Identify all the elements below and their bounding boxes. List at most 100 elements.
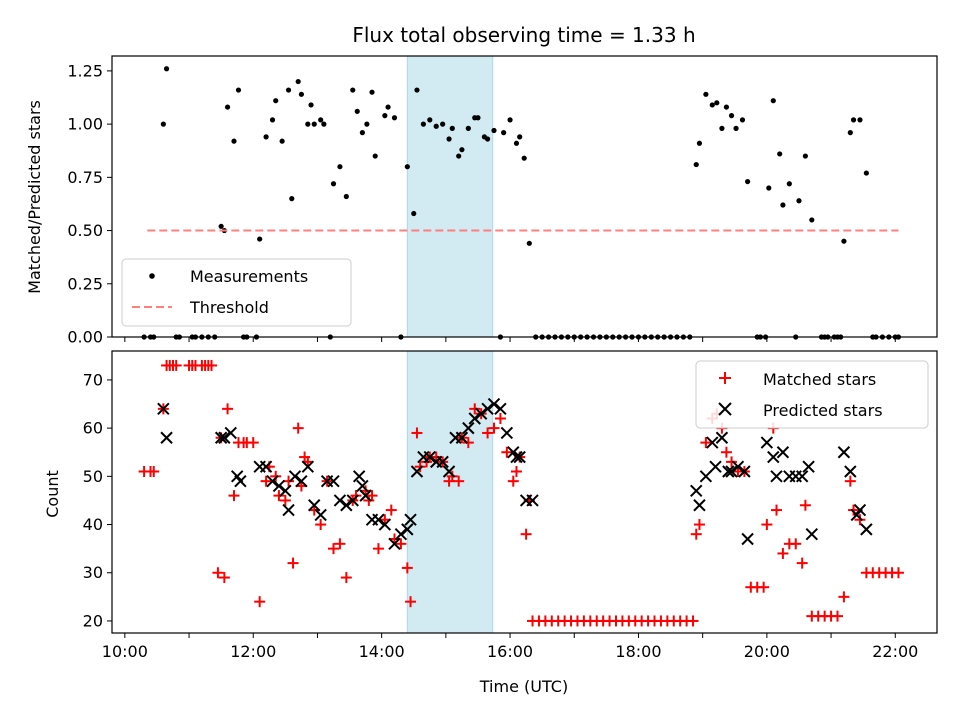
- matched-star-point: [507, 475, 519, 487]
- bottom-x-ticks: 10:00 12:00 14:00 16:00 18:00 20:00 22:00: [102, 633, 918, 661]
- measurement-point: [218, 223, 224, 229]
- predicted-star-point: [513, 450, 526, 464]
- predicted-star-point: [314, 508, 327, 522]
- bot-y-tick-label: 20: [83, 611, 103, 630]
- measurement-point: [709, 102, 715, 108]
- predicted-star-point: [715, 431, 729, 444]
- matched-star-point: [228, 490, 240, 502]
- measurement-point: [311, 121, 317, 127]
- x-tick-label: 12:00: [230, 642, 276, 661]
- legend-measurements-marker: [149, 273, 155, 279]
- top-y-tick-label: 0.00: [67, 328, 103, 347]
- measurement-point: [391, 115, 398, 121]
- top-y-ticks: 0.00 0.25 0.50 0.75 1.00 1.25: [67, 61, 112, 347]
- legend-matched-marker: [719, 372, 731, 384]
- measurement-point: [739, 117, 746, 123]
- predicted-star-point: [709, 460, 722, 473]
- matched-star-point: [405, 596, 417, 608]
- measurement-point: [427, 117, 433, 123]
- matched-star-point: [340, 572, 352, 584]
- measurement-point: [440, 121, 446, 127]
- predicted-star-point: [500, 426, 514, 440]
- predicted-star-point: [333, 494, 347, 507]
- predicted-star-point: [795, 470, 809, 483]
- matched-star-point: [494, 412, 506, 424]
- predicted-star-point: [860, 523, 873, 536]
- legend-predicted-label: Predicted stars: [763, 401, 883, 420]
- predicted-star-point: [282, 503, 295, 517]
- matched-star-point: [270, 470, 282, 482]
- measurement-point: [160, 121, 166, 127]
- predicted-star-point: [378, 518, 392, 531]
- x-tick-label: 14:00: [359, 642, 405, 661]
- matched-star-point: [287, 557, 299, 569]
- predicted-star-point: [308, 499, 321, 512]
- measurement-point: [780, 202, 786, 208]
- predicted-star-point: [224, 426, 237, 440]
- legend-predicted-marker: [718, 402, 732, 416]
- matched-star-point: [693, 519, 705, 531]
- predicted-star-point: [731, 460, 745, 473]
- matched-star-point: [212, 567, 224, 579]
- predicted-star-point: [844, 465, 857, 478]
- measurement-point: [318, 117, 324, 123]
- top-y-tick-label: 1.25: [67, 61, 103, 80]
- measurement-point: [289, 196, 295, 202]
- measurement-point: [517, 134, 523, 140]
- measurement-point: [513, 140, 520, 146]
- matched-star-point: [279, 494, 291, 506]
- predicted-star-point: [805, 527, 819, 541]
- matched-star-point: [700, 437, 712, 449]
- matched-star-point: [761, 519, 773, 531]
- x-tick-label: 22:00: [872, 642, 918, 661]
- measurement-point: [850, 117, 857, 123]
- bot-y-tick-label: 70: [83, 370, 103, 389]
- matched-star-point: [366, 490, 378, 502]
- predicted-star-point: [510, 450, 523, 464]
- matched-star-point: [222, 403, 234, 415]
- predicted-star-point: [423, 450, 437, 464]
- matched-star-point: [453, 475, 465, 487]
- top-axes-frame: [111, 55, 938, 338]
- predicted-star-point: [157, 402, 170, 416]
- measurement-point: [411, 210, 417, 217]
- matched-star-point: [350, 490, 362, 502]
- measurement-point: [235, 87, 242, 93]
- predicted-star-point: [738, 465, 751, 478]
- bot-y-tick-label: 30: [83, 563, 103, 582]
- measurement-point: [728, 113, 735, 119]
- measurement-point: [337, 164, 343, 170]
- legend-matched-label: Matched stars: [763, 370, 876, 389]
- measurement-point: [414, 87, 420, 93]
- predicted-star-point: [706, 436, 719, 449]
- bot-y-tick-label: 40: [83, 515, 103, 534]
- matched-star-point: [720, 446, 732, 458]
- measurement-point: [507, 117, 513, 123]
- predicted-star-point: [462, 421, 475, 435]
- matched-star-point: [372, 543, 384, 555]
- x-tick-label: 16:00: [487, 642, 533, 661]
- bottom-axes-frame: [111, 350, 938, 634]
- top-y-tick-label: 0.50: [67, 221, 103, 240]
- measurement-point: [385, 104, 391, 110]
- measurement-point: [766, 185, 772, 191]
- predicted-star-point: [340, 499, 353, 512]
- x-tick-label: 10:00: [102, 642, 148, 661]
- measurement-point: [350, 87, 356, 93]
- predicted-star-point: [372, 513, 385, 526]
- measurement-point: [696, 140, 703, 146]
- predicted-star-point: [394, 527, 408, 541]
- predicted-star-point: [356, 479, 369, 493]
- bottom-y-axis-label: Count: [43, 470, 62, 518]
- predicted-star-point: [767, 450, 780, 464]
- legend-measurements-label: Measurements: [190, 267, 308, 286]
- measurement-point: [269, 117, 276, 123]
- predicted-star-point: [160, 431, 173, 444]
- matched-star-point: [848, 504, 860, 516]
- predicted-star-point: [481, 402, 494, 416]
- measurement-point: [449, 125, 455, 131]
- measurement-point: [719, 125, 725, 131]
- predicted-star-point: [837, 446, 851, 459]
- measurement-point: [501, 130, 507, 136]
- matched-star-point: [292, 422, 304, 434]
